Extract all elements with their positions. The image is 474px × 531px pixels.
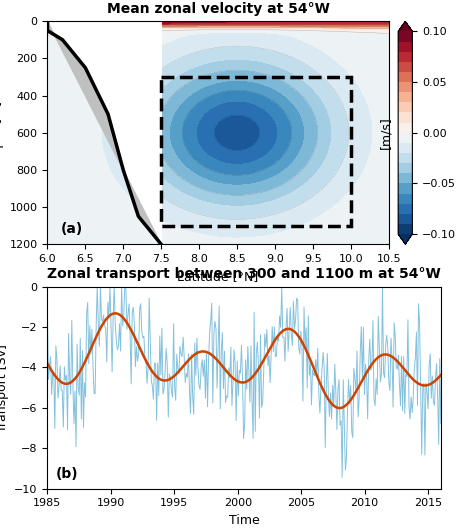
Polygon shape <box>47 21 161 244</box>
Bar <box>161 77 351 226</box>
X-axis label: Latitude [°N]: Latitude [°N] <box>177 270 259 282</box>
Title: Mean zonal velocity at 54°W: Mean zonal velocity at 54°W <box>107 2 329 16</box>
Y-axis label: Transport [Sv]: Transport [Sv] <box>0 344 9 432</box>
Title: Zonal transport between 300 and 1100 m at 54°W: Zonal transport between 300 and 1100 m a… <box>47 268 441 281</box>
Text: (a): (a) <box>61 222 83 236</box>
Y-axis label: [m/s]: [m/s] <box>380 116 392 149</box>
X-axis label: Time: Time <box>229 514 259 527</box>
Text: (b): (b) <box>55 467 78 482</box>
Y-axis label: Depth [m]: Depth [m] <box>0 101 4 165</box>
PathPatch shape <box>398 234 412 244</box>
PathPatch shape <box>398 21 412 31</box>
